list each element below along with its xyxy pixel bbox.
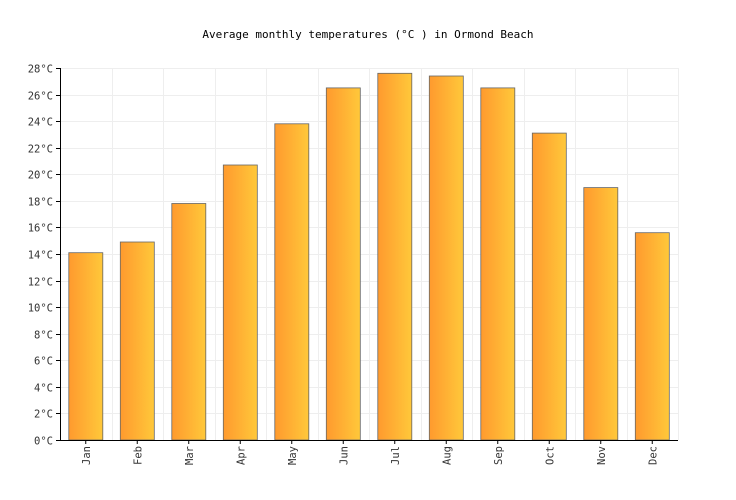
bar-jan (68, 252, 104, 441)
x-tick-label: Feb (132, 446, 144, 465)
chart-title: Average monthly temperatures (°C ) in Or… (202, 28, 533, 41)
x-tick-label: Jan (81, 446, 93, 465)
x-tick-label: Dec (647, 446, 659, 465)
bar-layer (68, 72, 670, 441)
x-tick-label: Apr (235, 446, 247, 465)
bar-apr (222, 164, 258, 441)
label-layer: 0°C 2°C 4°C 6°C 8°C 10°C 12°C 14°C 16°C 18°C 20°C 2… (28, 64, 660, 465)
bar-oct (531, 132, 567, 441)
y-tick-label: 22°C (28, 144, 53, 156)
bar-dec (634, 232, 670, 441)
x-tick-label: Jul (390, 446, 402, 465)
x-tick-label: Jun (338, 446, 350, 465)
bar-may (274, 123, 310, 441)
y-tick-label: 12°C (28, 277, 53, 289)
x-tick-label: May (287, 446, 299, 465)
y-tick-label: 28°C (28, 64, 53, 76)
bar-jul (377, 72, 413, 441)
bar-aug (428, 75, 464, 441)
y-tick-label: 4°C (34, 383, 53, 395)
y-tick-label: 18°C (28, 197, 53, 209)
grid-layer (60, 68, 679, 441)
axis-layer (56, 68, 678, 444)
y-tick-label: 20°C (28, 170, 53, 182)
y-tick-label: 14°C (28, 250, 53, 262)
y-tick-label: 10°C (28, 303, 53, 315)
x-tick-label: Nov (596, 446, 608, 465)
y-tick-label: 26°C (28, 91, 53, 103)
bar-sep (480, 87, 516, 441)
bar-jun (325, 87, 361, 441)
bar-nov (583, 187, 619, 441)
y-tick-label: 16°C (28, 223, 53, 235)
y-tick-label: 24°C (28, 117, 53, 129)
x-tick-label: Mar (184, 446, 196, 465)
y-tick-label: 8°C (34, 330, 53, 342)
y-tick-label: 6°C (34, 356, 53, 368)
y-tick-label: 2°C (34, 409, 53, 421)
x-tick-label: Aug (441, 446, 453, 465)
x-tick-label: Sep (493, 446, 505, 465)
x-tick-label: Oct (544, 446, 556, 465)
y-tick-label: 0°C (34, 436, 53, 448)
bar-feb (119, 241, 155, 441)
bar-mar (171, 203, 207, 441)
